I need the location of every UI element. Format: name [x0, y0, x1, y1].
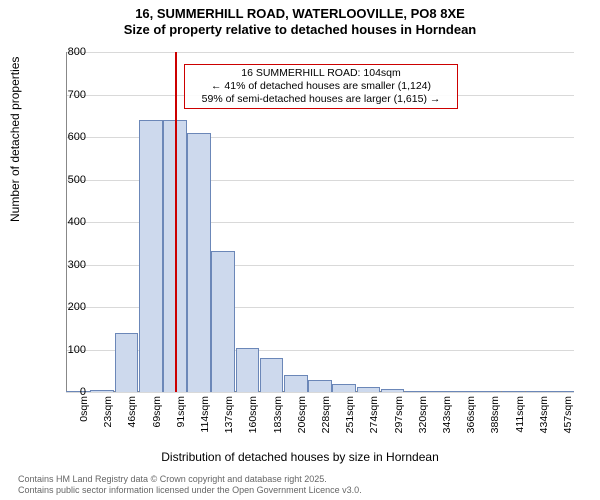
histogram-bar [477, 391, 501, 392]
x-tick-label: 91sqm [175, 396, 187, 456]
x-tick-label: 320sqm [417, 396, 429, 456]
annotation-box: 16 SUMMERHILL ROAD: 104sqm← 41% of detac… [184, 64, 458, 109]
histogram-bar [187, 133, 211, 392]
y-axis-title: Number of detached properties [8, 57, 22, 222]
y-tick-label: 100 [46, 344, 86, 356]
chart-container: 16, SUMMERHILL ROAD, WATERLOOVILLE, PO8 … [0, 0, 600, 500]
y-tick-label: 800 [46, 46, 86, 58]
property-marker-line [175, 52, 177, 392]
histogram-bar [429, 391, 453, 392]
annotation-line: 59% of semi-detached houses are larger (… [189, 93, 453, 106]
x-tick-label: 274sqm [368, 396, 380, 456]
plot-area: 16 SUMMERHILL ROAD: 104sqm← 41% of detac… [66, 52, 574, 392]
x-axis-title: Distribution of detached houses by size … [0, 450, 600, 464]
x-tick-label: 69sqm [151, 396, 163, 456]
annotation-line: 16 SUMMERHILL ROAD: 104sqm [189, 67, 453, 80]
gridline [66, 392, 574, 393]
gridline [66, 52, 574, 53]
histogram-bar [90, 390, 114, 392]
y-tick-label: 300 [46, 259, 86, 271]
footer-line2: Contains public sector information licen… [18, 485, 362, 496]
histogram-bar [502, 391, 526, 392]
histogram-bar [236, 348, 260, 392]
x-tick-label: 183sqm [272, 396, 284, 456]
footer: Contains HM Land Registry data © Crown c… [18, 474, 362, 496]
histogram-bar [526, 391, 550, 392]
y-tick-label: 600 [46, 131, 86, 143]
x-tick-label: 251sqm [344, 396, 356, 456]
x-tick-label: 114sqm [199, 396, 211, 456]
x-tick-label: 457sqm [562, 396, 574, 456]
x-tick-label: 388sqm [489, 396, 501, 456]
y-tick-label: 200 [46, 301, 86, 313]
histogram-bar [211, 251, 235, 392]
histogram-bar [381, 389, 405, 392]
histogram-bar [260, 358, 284, 392]
x-tick-label: 137sqm [223, 396, 235, 456]
x-tick-label: 434sqm [538, 396, 550, 456]
annotation-line: ← 41% of detached houses are smaller (1,… [189, 80, 453, 93]
y-tick-label: 400 [46, 216, 86, 228]
x-tick-label: 343sqm [441, 396, 453, 456]
x-tick-label: 46sqm [126, 396, 138, 456]
histogram-bar [139, 120, 163, 392]
x-tick-label: 23sqm [102, 396, 114, 456]
title-block: 16, SUMMERHILL ROAD, WATERLOOVILLE, PO8 … [0, 0, 600, 39]
histogram-bar [284, 375, 308, 392]
histogram-bar [453, 391, 477, 392]
histogram-bar [115, 333, 139, 393]
histogram-bar [332, 384, 356, 392]
x-tick-label: 411sqm [514, 396, 526, 456]
y-tick-label: 700 [46, 89, 86, 101]
title-line1: 16, SUMMERHILL ROAD, WATERLOOVILLE, PO8 … [0, 6, 600, 22]
y-tick-label: 500 [46, 174, 86, 186]
histogram-bar [308, 380, 332, 392]
title-line2: Size of property relative to detached ho… [0, 22, 600, 38]
x-tick-label: 366sqm [465, 396, 477, 456]
histogram-bar [405, 391, 429, 392]
x-tick-label: 297sqm [393, 396, 405, 456]
histogram-bar [550, 391, 574, 392]
footer-line1: Contains HM Land Registry data © Crown c… [18, 474, 362, 485]
x-tick-label: 0sqm [78, 396, 90, 456]
x-tick-label: 160sqm [247, 396, 259, 456]
x-tick-label: 206sqm [296, 396, 308, 456]
x-tick-label: 228sqm [320, 396, 332, 456]
histogram-bar [357, 387, 381, 392]
